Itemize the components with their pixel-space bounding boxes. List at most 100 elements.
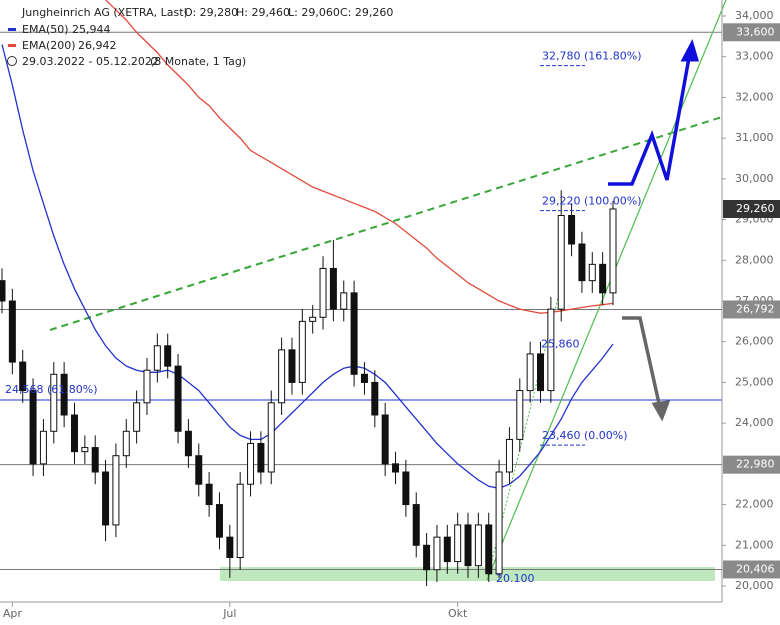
candle-body [298, 320, 306, 383]
candle-body [29, 390, 37, 465]
candle-body [329, 267, 337, 310]
candle-body [112, 455, 120, 526]
candle-body [350, 292, 358, 375]
candle-body [81, 447, 89, 453]
ema-line [105, 0, 614, 314]
candle-body [309, 316, 317, 322]
y-tick-label: 22,000 [735, 498, 774, 511]
candle-body [122, 430, 130, 457]
candle-body [526, 353, 534, 392]
candle-body [568, 215, 576, 245]
candle-body [195, 455, 203, 485]
low: L: 29,060 [288, 6, 340, 19]
period: (8 Monate, 1 Tag) [150, 55, 246, 68]
candle-body [412, 504, 420, 546]
open: O: 29,280 [184, 6, 238, 19]
level-box [723, 300, 780, 319]
title: Jungheinrich AG (XETRA, Last) [21, 6, 188, 19]
level-box [723, 23, 780, 42]
candle-body [433, 536, 441, 571]
last-price-label: 29,260 [736, 202, 775, 215]
candle-body [153, 345, 161, 371]
y-tick-label: 30,000 [735, 172, 774, 185]
candle-body [319, 267, 327, 318]
candle-body [288, 349, 296, 383]
candle-body [60, 373, 68, 416]
candle-body [547, 308, 555, 392]
candle-body [205, 483, 213, 506]
candle-body [247, 443, 255, 485]
y-tick-label: 26,000 [735, 335, 774, 348]
level-label: 20,406 [736, 562, 775, 575]
y-tick-label: 25,000 [735, 375, 774, 388]
y-tick-label: 32,000 [735, 90, 774, 103]
legend-swatch [8, 28, 16, 31]
level-label: 26,792 [736, 302, 775, 315]
candle-body [340, 292, 348, 310]
level-label: 22,980 [736, 458, 775, 471]
ema-line [1, 44, 614, 489]
candle-body [495, 471, 503, 575]
x-tick-label: Jul [222, 607, 236, 620]
fib-label: 23,460 (0.00%) [542, 429, 628, 442]
fib-label: 32,780 (161.80%) [542, 50, 642, 63]
candle-body [0, 280, 6, 302]
candle-body [8, 300, 16, 363]
candle-body [474, 524, 482, 567]
fib-label: 29,220 (100.00%) [542, 195, 642, 208]
candle-body [371, 381, 379, 416]
candle-body [50, 373, 58, 432]
candle-body [537, 353, 545, 392]
y-tick-label: 34,000 [735, 9, 774, 22]
candle-body [578, 243, 586, 282]
candle-body [381, 414, 389, 465]
candle-body [215, 504, 223, 538]
candle-body [360, 373, 368, 383]
candle-body [39, 430, 47, 465]
legend-swatch [8, 44, 16, 47]
candle-body [278, 349, 286, 404]
level-box [723, 455, 780, 474]
candle-body [174, 365, 182, 432]
legend-ema200: EMA(200) [22, 39, 76, 52]
candle-body [143, 369, 151, 404]
support-zone [220, 567, 715, 581]
candle-body [464, 524, 472, 567]
x-tick-label: Okt [448, 607, 468, 620]
candle-body [70, 414, 78, 453]
y-tick-label: 31,000 [735, 131, 774, 144]
candle-body [257, 443, 265, 473]
marker-label: 25,860 [541, 337, 580, 350]
candle-body [133, 402, 141, 432]
forecast-arrow [622, 316, 662, 409]
header: Jungheinrich AG (XETRA, Last) O: 29,280 … [7, 6, 393, 68]
candle-body [19, 361, 27, 392]
candle-body [423, 544, 431, 571]
candle-body [516, 390, 524, 440]
forecast-arrow [608, 51, 692, 186]
legend-ema50: EMA(50) [22, 23, 69, 36]
candle-body [485, 524, 493, 575]
candle-body [599, 263, 607, 294]
clock-icon [7, 56, 17, 66]
candle-body [236, 483, 244, 559]
candle-body [392, 463, 400, 473]
candle-body [443, 536, 451, 563]
date-range: 29.03.2022 - 05.12.2022 [22, 55, 159, 68]
arrow-head [651, 400, 671, 422]
fib-label: 24,568 (61.80%) [5, 383, 98, 396]
low-label: 20.100 [496, 572, 535, 585]
candle-body [267, 402, 275, 473]
y-tick-label: 20,000 [735, 579, 774, 592]
candle-body [557, 215, 565, 310]
candle-body [609, 208, 617, 294]
candle-body [402, 471, 410, 506]
candle-body [588, 263, 596, 282]
trend-line [486, 0, 727, 581]
candle-body [164, 345, 172, 367]
trend-line [49, 116, 723, 331]
level-label: 33,600 [736, 25, 775, 38]
candle-body [505, 438, 513, 473]
candle-body [102, 471, 110, 526]
